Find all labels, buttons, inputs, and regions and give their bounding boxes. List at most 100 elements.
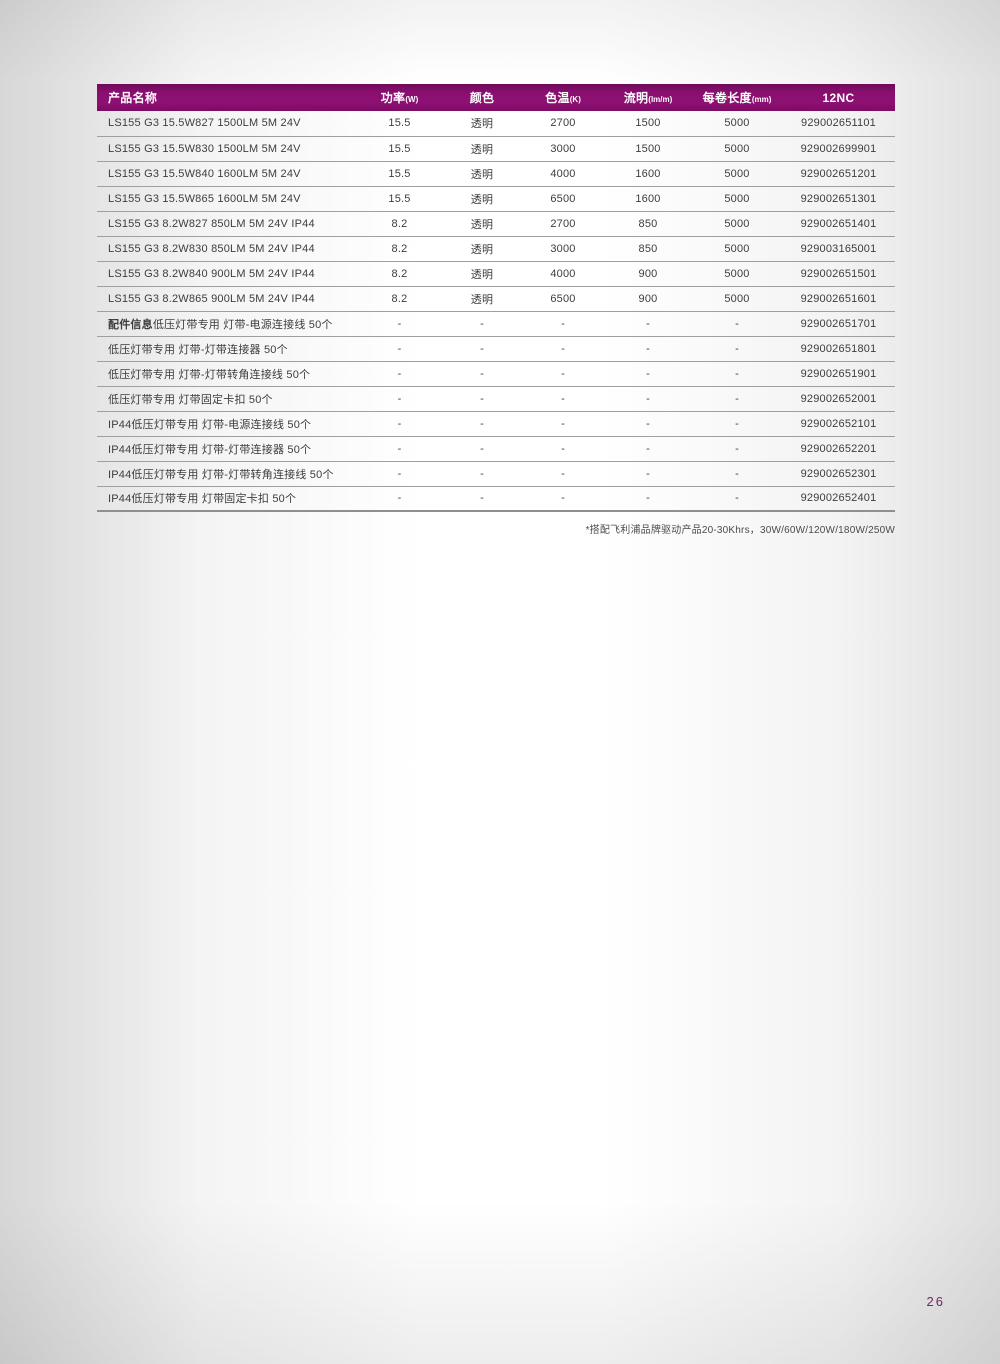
cell-power: 8.2: [357, 211, 442, 237]
cell-12nc: 929002652301: [782, 461, 895, 487]
table-row: IP44低压灯带专用 灯带固定卡扣 50个 - - - - -929002652401: [97, 486, 895, 512]
cell-color: 透明: [442, 161, 522, 187]
column-header-label: 功率: [380, 91, 406, 105]
product-name-cell: IP44低压灯带专用 灯带-灯带转角连接线 50个: [97, 461, 357, 487]
product-spec-table: 产品名称 功率(W) 颜色 色温(K) 流明(lm/m) 每卷长度(mm) 12NC LS1…: [97, 84, 895, 512]
cell-12nc: 929002652201: [782, 436, 895, 462]
cell-12nc: 929002699901: [782, 136, 895, 162]
row-prefix-label: 配件信息: [108, 318, 153, 331]
cell-power: -: [357, 436, 442, 462]
cell-power: 15.5: [357, 111, 442, 137]
table-header-row: 产品名称 功率(W) 颜色 色温(K) 流明(lm/m) 每卷长度(mm) 12NC: [97, 84, 895, 111]
product-name-cell: LS155 G3 15.5W865 1600LM 5M 24V: [97, 186, 357, 212]
cell-roll-length: 5000: [692, 286, 782, 312]
cell-roll-length: 5000: [692, 211, 782, 237]
cell-roll-length: -: [692, 361, 782, 387]
column-header-12nc: 12NC: [782, 84, 895, 111]
column-header-lumens: 流明(lm/m): [604, 84, 692, 111]
cell-lumens: 900: [604, 286, 692, 312]
cell-lumens: 1500: [604, 111, 692, 137]
cell-power: -: [357, 361, 442, 387]
product-name-cell: IP44低压灯带专用 灯带固定卡扣 50个: [97, 486, 357, 512]
cell-roll-length: 5000: [692, 111, 782, 137]
product-name-cell: IP44低压灯带专用 灯带-电源连接线 50个: [97, 411, 357, 437]
column-header-unit: (mm): [751, 95, 772, 104]
cell-lumens: 1600: [604, 161, 692, 187]
cell-color: -: [442, 386, 522, 412]
column-header-power: 功率(W): [357, 84, 442, 111]
product-name-cell: 低压灯带专用 灯带-灯带转角连接线 50个: [97, 361, 357, 387]
cell-color-temperature: -: [522, 336, 604, 362]
column-header-label: 12NC: [822, 90, 855, 105]
table-row: LS155 G3 8.2W865 900LM 5M 24V IP44 8.2 透明 6…: [97, 286, 895, 312]
cell-lumens: -: [604, 361, 692, 387]
cell-12nc: 929002652401: [782, 486, 895, 512]
table-row: LS155 G3 15.5W865 1600LM 5M 24V 15.5 透明 650…: [97, 186, 895, 212]
cell-power: -: [357, 336, 442, 362]
cell-color: -: [442, 486, 522, 512]
table-row: LS155 G3 8.2W840 900LM 5M 24V IP44 8.2 透明 4…: [97, 261, 895, 287]
cell-color-temperature: 2700: [522, 111, 604, 137]
cell-color-temperature: 2700: [522, 211, 604, 237]
cell-color: 透明: [442, 186, 522, 212]
cell-color: 透明: [442, 236, 522, 262]
cell-color: -: [442, 411, 522, 437]
cell-color-temperature: 4000: [522, 261, 604, 287]
product-name-cell: IP44低压灯带专用 灯带-灯带连接器 50个: [97, 436, 357, 462]
cell-color: -: [442, 436, 522, 462]
cell-color: 透明: [442, 111, 522, 137]
cell-12nc: 929002651101: [782, 111, 895, 137]
product-name-cell: 低压灯带专用 灯带-灯带连接器 50个: [97, 336, 357, 362]
cell-color-temperature: -: [522, 386, 604, 412]
table-row: 低压灯带专用 灯带固定卡扣 50个 - - - - -929002652001: [97, 386, 895, 412]
column-header-product-name: 产品名称: [97, 84, 357, 111]
cell-color-temperature: 4000: [522, 161, 604, 187]
column-header-color-temperature: 色温(K): [522, 84, 604, 111]
column-header-label: 流明: [623, 91, 649, 105]
cell-color: -: [442, 311, 522, 337]
cell-color-temperature: 6500: [522, 286, 604, 312]
cell-power: 8.2: [357, 236, 442, 262]
cell-color-temperature: -: [522, 486, 604, 512]
cell-color-temperature: -: [522, 461, 604, 487]
column-header-unit: (K): [569, 95, 581, 104]
cell-color-temperature: 3000: [522, 236, 604, 262]
cell-roll-length: -: [692, 386, 782, 412]
cell-roll-length: -: [692, 311, 782, 337]
cell-roll-length: -: [692, 411, 782, 437]
product-name-cell: LS155 G3 8.2W827 850LM 5M 24V IP44: [97, 211, 357, 237]
cell-lumens: -: [604, 461, 692, 487]
cell-12nc: 929002651701: [782, 311, 895, 337]
cell-roll-length: -: [692, 461, 782, 487]
product-name-cell: LS155 G3 8.2W865 900LM 5M 24V IP44: [97, 286, 357, 312]
driver-compatibility-footnote: *搭配飞利浦品牌驱动产品20-30Khrs，30W/60W/120W/180W/…: [585, 525, 895, 536]
table-row: 配件信息低压灯带专用 灯带-电源连接线 50个 - - - - -929002651701: [97, 311, 895, 337]
product-name-cell: LS155 G3 15.5W840 1600LM 5M 24V: [97, 161, 357, 187]
cell-roll-length: 5000: [692, 236, 782, 262]
cell-12nc: 929002652101: [782, 411, 895, 437]
product-name-cell: LS155 G3 8.2W840 900LM 5M 24V IP44: [97, 261, 357, 287]
cell-lumens: 1500: [604, 136, 692, 162]
cell-roll-length: 5000: [692, 161, 782, 187]
cell-lumens: -: [604, 311, 692, 337]
cell-color: 透明: [442, 136, 522, 162]
cell-power: 8.2: [357, 286, 442, 312]
cell-lumens: 1600: [604, 186, 692, 212]
cell-power: 15.5: [357, 136, 442, 162]
table-row: LS155 G3 15.5W840 1600LM 5M 24V 15.5 透明 400…: [97, 161, 895, 187]
cell-power: -: [357, 411, 442, 437]
cell-color-temperature: 6500: [522, 186, 604, 212]
table-row: LS155 G3 8.2W827 850LM 5M 24V IP44 8.2 透明 2…: [97, 211, 895, 237]
table-row: LS155 G3 15.5W830 1500LM 5M 24V 15.5 透明 300…: [97, 136, 895, 162]
cell-lumens: -: [604, 386, 692, 412]
cell-roll-length: 5000: [692, 136, 782, 162]
column-header-label: 每卷长度: [702, 91, 752, 105]
cell-power: 8.2: [357, 261, 442, 287]
cell-color: -: [442, 361, 522, 387]
cell-12nc: 929002651301: [782, 186, 895, 212]
cell-power: -: [357, 311, 442, 337]
cell-roll-length: 5000: [692, 261, 782, 287]
product-name-cell: 低压灯带专用 灯带固定卡扣 50个: [97, 386, 357, 412]
cell-power: -: [357, 461, 442, 487]
cell-power: -: [357, 486, 442, 512]
